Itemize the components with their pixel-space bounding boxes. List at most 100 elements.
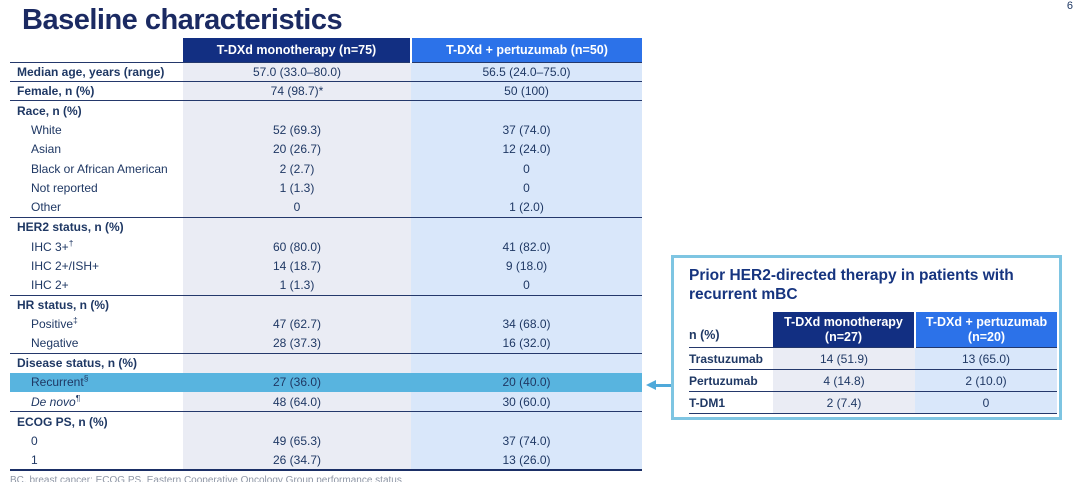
prior-her2-therapy-callout: Prior HER2-directed therapy in patients … xyxy=(671,255,1062,420)
section-label: Disease status, n (%) xyxy=(17,356,138,371)
row-label: Asian xyxy=(31,142,62,157)
cell-value: 14 (51.9) xyxy=(773,347,915,371)
connector-arrow-head-icon xyxy=(646,380,656,390)
cell-value: 57.0 (33.0–80.0) xyxy=(183,62,411,82)
row-label: Positive xyxy=(31,317,74,332)
cell-value: 50 (100) xyxy=(411,81,642,102)
callout-row-pertuzumab: Pertuzumab 4 (14.8) 2 (10.0) xyxy=(689,369,1057,393)
cell-value: 27 (36.0) xyxy=(183,372,411,393)
row-label: Recurrent xyxy=(31,375,84,390)
cell-value: 14 (18.7) xyxy=(183,256,411,276)
table-row-de-novo: De novo¶ 48 (64.0) 30 (60.0) xyxy=(10,392,642,413)
connector-arrow-line xyxy=(655,384,674,387)
section-label: HER2 status, n (%) xyxy=(17,220,124,235)
row-label: Pertuzumab xyxy=(689,369,773,393)
table-section-race: Race, n (%) xyxy=(10,100,642,121)
cell-value: 9 (18.0) xyxy=(411,256,642,276)
callout-row-trastuzumab: Trastuzumab 14 (51.9) 13 (65.0) xyxy=(689,347,1057,371)
cell-value: 12 (24.0) xyxy=(411,139,642,160)
row-label: T-DM1 xyxy=(689,391,773,415)
cell-value: 48 (64.0) xyxy=(183,392,411,413)
table-section-ecog-ps: ECOG PS, n (%) xyxy=(10,411,642,432)
row-label: Other xyxy=(31,200,62,215)
table-row-ecog-1: 1 26 (34.7) 13 (26.0) xyxy=(10,450,642,471)
cell-value: 60 (80.0) xyxy=(183,236,411,257)
superscript-marker: ¶ xyxy=(75,392,81,403)
row-label: Black or African American xyxy=(31,161,168,176)
table-section-disease-status: Disease status, n (%) xyxy=(10,353,642,373)
row-label: 1 xyxy=(31,452,38,467)
cell-value: 20 (40.0) xyxy=(411,372,642,393)
cell-value: 26 (34.7) xyxy=(183,450,411,471)
cell-value: 56.5 (24.0–75.0) xyxy=(411,62,642,82)
callout-header-pertuzumab: T-DXd + pertuzumab (n=20) xyxy=(914,311,1057,349)
table-row-median-age: Median age, years (range) 57.0 (33.0–80.… xyxy=(10,62,642,82)
cell-value: 1 (1.3) xyxy=(183,275,411,296)
cell-value: 37 (74.0) xyxy=(411,431,642,451)
table-row-black-or-african-american: Black or African American 2 (2.7) 0 xyxy=(10,159,642,179)
cell-value: 0 xyxy=(411,275,642,296)
row-label: IHC 2+ xyxy=(31,278,69,293)
header-monotherapy: T-DXd monotherapy (n=75) xyxy=(183,38,411,63)
row-label: Trastuzumab xyxy=(689,347,773,371)
table-row-ihc2: IHC 2+ 1 (1.3) 0 xyxy=(10,275,642,296)
table-row-not-reported: Not reported 1 (1.3) 0 xyxy=(10,178,642,198)
slide-title: Baseline characteristics xyxy=(22,4,343,36)
table-row-ecog-0: 0 49 (65.3) 37 (74.0) xyxy=(10,431,642,451)
cell-value: 0 xyxy=(411,178,642,198)
table-row-hr-negative: Negative 28 (37.3) 16 (32.0) xyxy=(10,333,642,354)
cell-value: 49 (65.3) xyxy=(183,431,411,451)
row-label: IHC 3+ xyxy=(31,239,69,254)
section-label: HR status, n (%) xyxy=(17,298,110,313)
callout-header-monotherapy: T-DXd monotherapy (n=27) xyxy=(773,311,915,349)
page-number: 6 xyxy=(1066,0,1073,12)
cell-value: 13 (26.0) xyxy=(411,450,642,471)
row-label: White xyxy=(31,122,62,137)
cell-value: 28 (37.3) xyxy=(183,333,411,354)
superscript-marker: § xyxy=(83,373,89,384)
cell-value: 34 (68.0) xyxy=(411,314,642,334)
header-blank-cell xyxy=(10,38,183,63)
table-header-row: T-DXd monotherapy (n=75) T-DXd + pertuzu… xyxy=(10,38,642,63)
row-label: Female, n (%) xyxy=(17,84,95,99)
cell-value: 4 (14.8) xyxy=(773,369,915,393)
callout-header-row: n (%) T-DXd monotherapy (n=27) T-DXd + p… xyxy=(689,311,1057,349)
baseline-characteristics-table: T-DXd monotherapy (n=75) T-DXd + pertuzu… xyxy=(10,38,642,471)
cell-value: 41 (82.0) xyxy=(411,236,642,257)
cell-value: 0 xyxy=(183,197,411,218)
cell-value: 13 (65.0) xyxy=(915,347,1057,371)
row-label: 0 xyxy=(31,433,38,448)
callout-title: Prior HER2-directed therapy in patients … xyxy=(689,267,1014,303)
cell-value: 1 (2.0) xyxy=(411,197,642,218)
cell-value: 0 xyxy=(411,159,642,179)
callout-row-tdm1: T-DM1 2 (7.4) 0 xyxy=(689,391,1057,415)
row-label: Negative xyxy=(31,336,79,351)
cell-value: 74 (98.7)* xyxy=(183,81,411,102)
table-row-other: Other 0 1 (2.0) xyxy=(10,197,642,218)
row-label: De novo xyxy=(31,394,76,409)
table-row-white: White 52 (69.3) 37 (74.0) xyxy=(10,120,642,140)
cell-value: 30 (60.0) xyxy=(411,392,642,413)
table-row-female: Female, n (%) 74 (98.7)* 50 (100) xyxy=(10,81,642,102)
row-label: Not reported xyxy=(31,181,98,196)
cell-value: 2 (7.4) xyxy=(773,391,915,415)
table-row-ihc2-ish: IHC 2+/ISH+ 14 (18.7) 9 (18.0) xyxy=(10,256,642,276)
cell-value: 2 (2.7) xyxy=(183,159,411,179)
cell-value: 47 (62.7) xyxy=(183,314,411,334)
table-section-hr-status: HR status, n (%) xyxy=(10,295,642,315)
callout-corner-label: n (%) xyxy=(689,311,773,349)
cell-value: 52 (69.3) xyxy=(183,120,411,140)
prior-her2-therapy-table: n (%) T-DXd monotherapy (n=27) T-DXd + p… xyxy=(689,311,1057,415)
table-row-recurrent-highlighted: Recurrent§ 27 (36.0) 20 (40.0) xyxy=(10,372,642,393)
cell-value: 0 xyxy=(915,391,1057,415)
cell-value: 16 (32.0) xyxy=(411,333,642,354)
table-row-ihc3: IHC 3+† 60 (80.0) 41 (82.0) xyxy=(10,236,642,257)
footnote-clipped: BC, breast cancer; ECOG PS, Eastern Coop… xyxy=(10,475,402,482)
cell-value: 1 (1.3) xyxy=(183,178,411,198)
cell-value: 37 (74.0) xyxy=(411,120,642,140)
table-row-asian: Asian 20 (26.7) 12 (24.0) xyxy=(10,139,642,160)
cell-value: 20 (26.7) xyxy=(183,139,411,160)
cell-value: 2 (10.0) xyxy=(915,369,1057,393)
superscript-marker: ‡ xyxy=(73,315,78,326)
